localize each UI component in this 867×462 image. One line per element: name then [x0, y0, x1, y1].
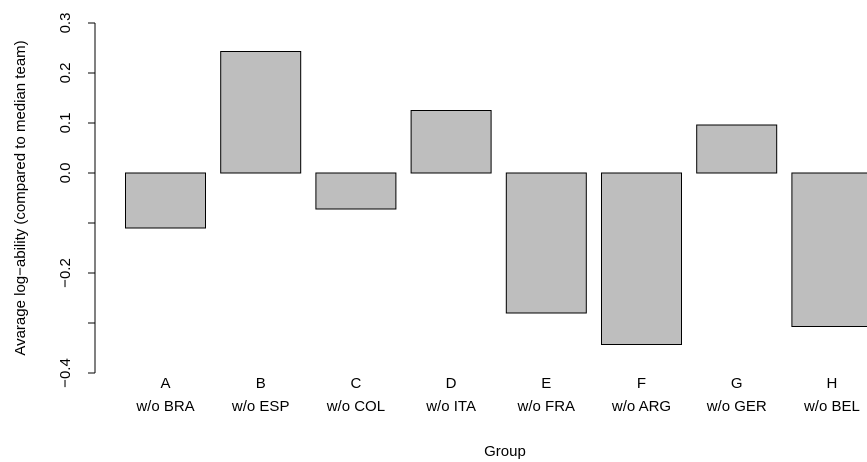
y-tick-label: −0.4 [57, 358, 74, 388]
x-tick-label-team: w/o FRA [517, 398, 576, 415]
bar-e [505, 172, 587, 314]
x-tick-label-team: w/o ARG [611, 398, 671, 415]
y-tick-label: 0.2 [57, 63, 74, 84]
bar-d [410, 110, 492, 174]
y-axis: −0.4 −0.2 0.0 0.1 0.2 0.3 [57, 13, 96, 388]
x-tick-label-group: F [637, 375, 646, 392]
bars-group [125, 51, 867, 345]
x-tick-label-group: D [446, 375, 457, 392]
x-tick-label-group: C [350, 375, 361, 392]
x-tick-label-group: A [160, 375, 170, 392]
y-axis-title: Avarage log−ability (compared to median … [12, 40, 29, 355]
x-tick-label-team: w/o GER [706, 398, 767, 415]
x-category-labels: Aw/o BRA Bw/o ESP Cw/o COL Dw/o ITA Ew/o FRA… [135, 375, 860, 415]
x-tick-label-group: G [731, 375, 743, 392]
x-tick-label-team: w/o BRA [135, 398, 194, 415]
x-tick-label-group: B [256, 375, 266, 392]
x-axis-title: Group [484, 443, 526, 460]
x-tick-label-team: w/o BEL [803, 398, 860, 415]
bar-f [601, 172, 682, 345]
x-tick-label-group: H [826, 375, 837, 392]
bar-c [315, 172, 397, 210]
y-tick-label: 0.1 [57, 113, 74, 134]
y-tick-label: 0.0 [57, 163, 74, 184]
y-tick-label: −0.2 [57, 258, 74, 288]
bar-a [125, 172, 206, 229]
x-tick-label-team: w/o ITA [425, 398, 476, 415]
bar-g [696, 124, 778, 174]
bar-h [791, 172, 867, 327]
bar-b [220, 51, 302, 174]
x-tick-label-team: w/o ESP [231, 398, 290, 415]
y-tick-label: 0.3 [57, 13, 74, 34]
x-tick-label-team: w/o COL [326, 398, 385, 415]
x-tick-label-group: E [541, 375, 551, 392]
